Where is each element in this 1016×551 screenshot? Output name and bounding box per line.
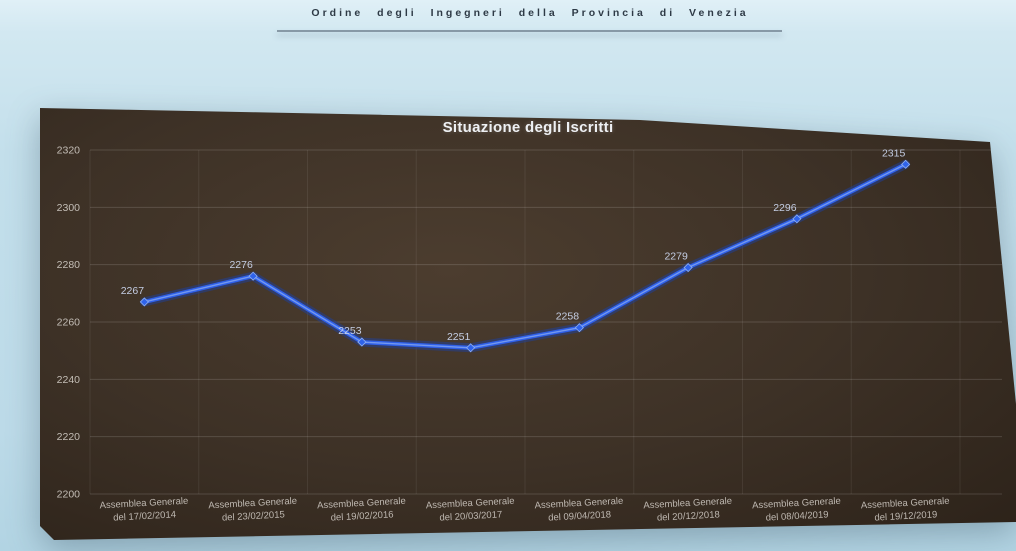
data-point-label: 2296 <box>773 202 797 214</box>
y-axis-tick-label: 2280 <box>57 259 81 271</box>
data-point-label: 2279 <box>664 251 688 263</box>
chart-title: Situazione degli Iscritti <box>442 119 614 136</box>
y-axis-tick-label: 2240 <box>57 374 81 386</box>
slide-wrap: Situazione degli Iscritti 2200 2220 2240 22… <box>40 104 1016 540</box>
data-point-label: 2258 <box>556 311 580 323</box>
organization-title: Ordine degli Ingegneri della Provincia d… <box>311 7 749 19</box>
data-point-marker <box>792 214 802 224</box>
data-point-label: 2253 <box>338 325 362 337</box>
data-point-marker <box>466 343 476 353</box>
data-point-marker <box>901 159 911 169</box>
line-highlight <box>144 163 906 349</box>
x-axis-tick-label: Assemblea Generaledel 09/04/2018 <box>534 496 624 525</box>
data-point-label: 2276 <box>229 259 253 271</box>
data-point-label: 2251 <box>447 331 471 343</box>
x-axis-tick-label: Assemblea Generaledel 23/02/2015 <box>208 496 298 525</box>
y-axis-tick-label: 2220 <box>57 431 81 443</box>
data-point-marker <box>139 297 149 307</box>
x-axis-tick-label: Assemblea Generaledel 20/03/2017 <box>426 496 516 525</box>
header-underline <box>277 30 782 32</box>
data-point-marker <box>683 262 693 273</box>
x-axis-tick-label: Assemblea Generaledel 19/02/2016 <box>317 496 407 525</box>
y-axis-tick-label: 2200 <box>57 489 81 501</box>
x-axis-tick-label: Assemblea Generaledel 19/12/2019 <box>861 496 951 525</box>
y-axis-tick-label: 2300 <box>57 202 81 214</box>
header-band: Ordine degli Ingegneri della Provincia d… <box>0 0 1016 48</box>
data-point-marker <box>574 323 584 333</box>
projected-slide: Situazione degli Iscritti 2200 2220 2240 22… <box>40 108 1016 540</box>
y-axis-tick-label: 2320 <box>57 145 81 157</box>
x-axis-tick-label: Assemblea Generaledel 20/12/2018 <box>643 496 733 525</box>
data-point-marker <box>248 271 258 281</box>
data-point-marker <box>357 337 367 347</box>
iscritti-line-chart: 2200 2220 2240 2260 2280 2300 2320 2267 2276 2253… <box>57 145 1002 525</box>
data-point-label: 2315 <box>882 147 906 159</box>
data-point-label: 2267 <box>121 285 145 297</box>
x-axis-tick-label: Assemblea Generaledel 17/02/2014 <box>99 496 189 525</box>
y-axis-tick-label: 2260 <box>57 317 81 329</box>
x-axis-tick-label: Assemblea Generaledel 08/04/2019 <box>752 496 842 525</box>
